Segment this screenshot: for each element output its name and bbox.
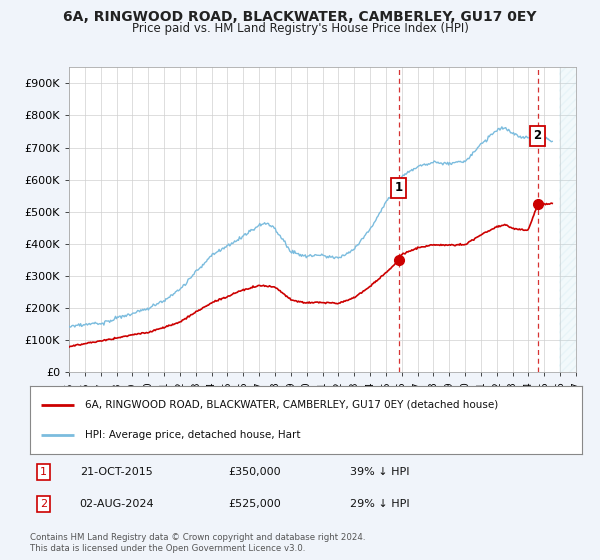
- Text: 2: 2: [40, 499, 47, 509]
- Text: 02-AUG-2024: 02-AUG-2024: [80, 499, 154, 509]
- Bar: [559, 67, 576, 372]
- Text: 6A, RINGWOOD ROAD, BLACKWATER, CAMBERLEY, GU17 0EY (detached house): 6A, RINGWOOD ROAD, BLACKWATER, CAMBERLEY…: [85, 399, 499, 409]
- Text: £525,000: £525,000: [229, 499, 281, 509]
- Text: 21-OCT-2015: 21-OCT-2015: [80, 467, 152, 477]
- Text: 1: 1: [40, 467, 47, 477]
- Text: 1: 1: [394, 181, 403, 194]
- Text: 2: 2: [533, 129, 542, 142]
- Text: Price paid vs. HM Land Registry's House Price Index (HPI): Price paid vs. HM Land Registry's House …: [131, 22, 469, 35]
- Text: Contains HM Land Registry data © Crown copyright and database right 2024.
This d: Contains HM Land Registry data © Crown c…: [30, 533, 365, 553]
- Text: HPI: Average price, detached house, Hart: HPI: Average price, detached house, Hart: [85, 431, 301, 441]
- Text: £350,000: £350,000: [229, 467, 281, 477]
- Text: 39% ↓ HPI: 39% ↓ HPI: [350, 467, 410, 477]
- Text: 6A, RINGWOOD ROAD, BLACKWATER, CAMBERLEY, GU17 0EY: 6A, RINGWOOD ROAD, BLACKWATER, CAMBERLEY…: [63, 10, 537, 24]
- Text: 29% ↓ HPI: 29% ↓ HPI: [350, 499, 410, 509]
